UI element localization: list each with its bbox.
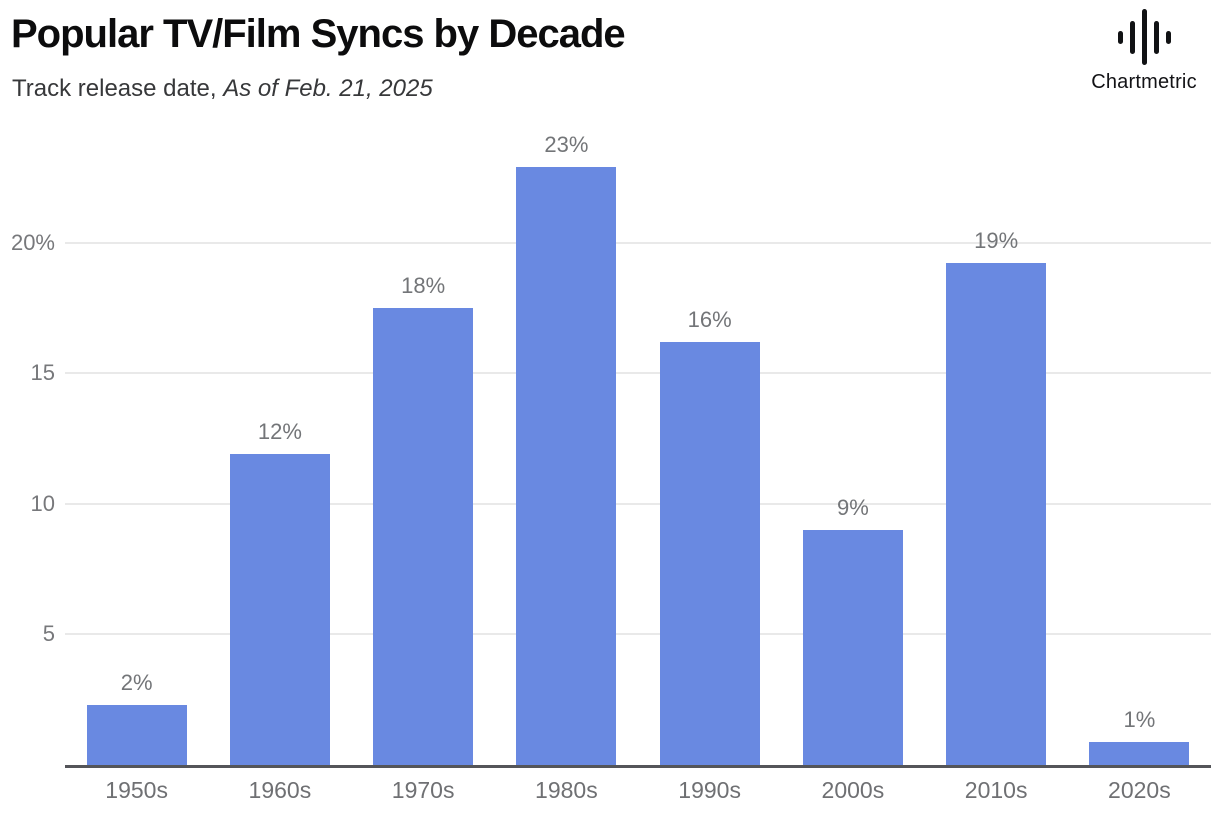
brand-name: Chartmetric bbox=[1091, 71, 1197, 93]
gridline bbox=[65, 502, 1211, 505]
gridline bbox=[65, 372, 1211, 375]
x-tick-label: 1970s bbox=[391, 777, 455, 803]
x-axis: 1950s 1960s 1970s 1980s 1990s 2000s 2010s 2020s bbox=[65, 777, 1211, 809]
bar-value-label: 23% bbox=[544, 131, 589, 157]
x-tick-label: 2000s bbox=[821, 777, 885, 803]
bar bbox=[946, 263, 1047, 765]
chart-title: Popular TV/Film Syncs by Decade bbox=[11, 12, 626, 56]
bar bbox=[229, 454, 330, 765]
bar bbox=[1089, 741, 1190, 765]
y-tick-label: 15 bbox=[30, 360, 55, 386]
x-tick-label: 2020s bbox=[1108, 777, 1171, 803]
gridline bbox=[65, 241, 1211, 244]
brand-logo: Chartmetric bbox=[1074, 6, 1214, 94]
bar bbox=[373, 307, 474, 765]
gridline bbox=[65, 633, 1211, 636]
bar-value-label: 12% bbox=[257, 419, 302, 445]
waveform-bar bbox=[1141, 9, 1147, 65]
bar-value-label: 2% bbox=[120, 669, 153, 695]
bar bbox=[802, 529, 903, 765]
subtitle-italic-text: As of Feb. 21, 2025 bbox=[223, 75, 433, 102]
bar-value-label: 9% bbox=[836, 494, 869, 520]
x-tick-label: 2010s bbox=[964, 777, 1028, 803]
y-tick-label: 5 bbox=[42, 621, 55, 647]
bar-value-label: 19% bbox=[974, 228, 1019, 254]
bar-value-label: 1% bbox=[1123, 706, 1156, 732]
bar bbox=[516, 166, 617, 765]
x-axis-line bbox=[65, 765, 1211, 768]
y-tick-label: 20% bbox=[10, 229, 55, 255]
x-tick-label: 1960s bbox=[248, 777, 312, 803]
chart-subtitle: Track release date, As of Feb. 21, 2025 bbox=[12, 75, 433, 103]
waveform-bar bbox=[1165, 30, 1171, 44]
waveform-icon bbox=[1117, 6, 1171, 68]
x-tick-label: 1950s bbox=[105, 777, 168, 803]
bar bbox=[86, 704, 187, 765]
subtitle-regular-text: Track release date, bbox=[12, 75, 224, 102]
bar-value-label: 18% bbox=[401, 272, 446, 298]
y-tick-label: 10 bbox=[30, 490, 55, 516]
waveform-bar bbox=[1117, 30, 1123, 44]
x-tick-label: 1990s bbox=[678, 777, 741, 803]
plot-area: 2% 12% 18% 23% 16% 9% 19% 1% bbox=[65, 132, 1211, 765]
x-tick-label: 1980s bbox=[535, 777, 598, 803]
bar bbox=[659, 341, 760, 765]
bar-value-label: 16% bbox=[687, 306, 732, 332]
y-axis: 5 10 15 20% bbox=[0, 138, 55, 765]
waveform-bar bbox=[1153, 20, 1159, 54]
waveform-bar bbox=[1129, 20, 1135, 54]
